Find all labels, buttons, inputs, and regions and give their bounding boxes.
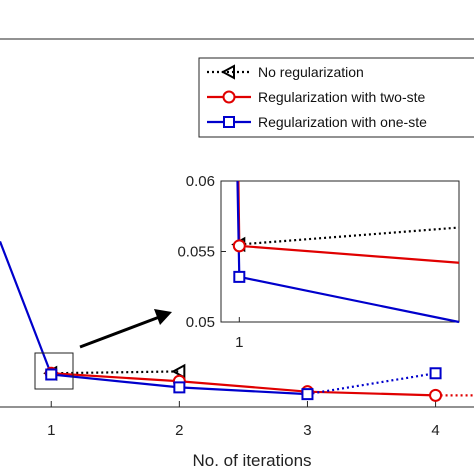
legend-label-regularization-with-two-ste: Regularization with two-ste [258,89,426,105]
legend-marker-no-regularization [220,64,235,80]
x-tick-label-1: 1 [47,422,55,439]
x-tick-label-4: 4 [431,422,439,439]
point-regularization-with-one-ste-3 [301,388,314,401]
inset-ticks: 0.06 0.055 0.05 1 [177,173,243,351]
point-regularization-with-one-ste-2 [173,381,186,394]
x-tick-label-3: 3 [303,422,311,439]
x-tick-label-2: 2 [175,422,183,439]
inset-x-tick-label-0: 1 [235,334,243,351]
legend-label-no-regularization: No regularization [258,64,364,80]
main-series-group [0,241,474,402]
series-line-no-regularization [51,370,180,375]
inset-line-no-regularization [239,226,460,246]
series-line-regularization-with-one-ste [0,241,308,396]
inset-series-group [231,180,460,324]
point-regularization-with-one-ste-extension-end [429,367,442,380]
legend-marker-regularization-with-one-ste [223,116,235,128]
legend: No regularization Regularization with two… [198,57,474,138]
zoom-arrow-head [154,309,172,325]
legend-label-regularization-with-one-ste: Regularization with one-ste [258,114,427,130]
main-x-ticks: 1 2 3 4 [47,401,440,439]
series-extension-regularization-with-one-ste [307,372,436,396]
inset-point-regularization-with-one-ste [233,270,246,283]
inset-axes: 0.06 0.055 0.05 1 [177,173,460,351]
legend-marker-regularization-with-two-ste [222,90,236,104]
zoom-arrow [79,314,163,349]
inset-y-tick-label-0: 0.06 [186,173,215,190]
inset-y-tick-label-1: 0.055 [177,244,215,261]
inset-point-regularization-with-two-ste [232,239,246,253]
point-regularization-with-one-ste-1 [45,368,58,381]
series-line-regularization-with-two-ste [51,372,436,397]
inset-y-tick-label-2: 0.05 [186,314,215,331]
x-axis-label: No. of iterations [192,451,311,470]
point-regularization-with-two-ste-3 [429,388,443,402]
zoom-box [34,352,74,390]
point-no-regularization-1 [171,363,186,380]
inset-background [220,180,460,323]
